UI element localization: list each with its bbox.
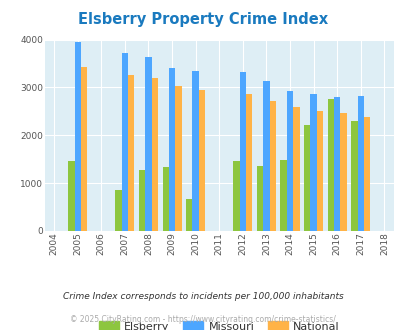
Bar <box>280 160 286 231</box>
Text: Crime Index corresponds to incidents per 100,000 inhabitants: Crime Index corresponds to incidents per… <box>62 292 343 301</box>
Bar <box>262 81 269 231</box>
Bar <box>245 94 252 231</box>
Bar <box>292 107 299 231</box>
Bar <box>233 161 239 231</box>
Bar <box>168 68 175 231</box>
Bar <box>316 111 322 231</box>
Bar <box>303 125 310 231</box>
Bar <box>68 161 75 231</box>
Bar <box>286 91 292 231</box>
Bar <box>81 67 87 231</box>
Bar <box>151 78 158 231</box>
Bar <box>350 121 357 231</box>
Bar <box>115 190 122 231</box>
Bar <box>162 167 168 231</box>
Bar <box>269 101 275 231</box>
Bar <box>198 90 205 231</box>
Bar <box>185 199 192 231</box>
Bar <box>327 99 333 231</box>
Bar <box>256 166 262 231</box>
Bar <box>192 71 198 231</box>
Bar <box>139 170 145 231</box>
Bar <box>339 113 346 231</box>
Bar <box>357 96 363 231</box>
Bar <box>145 57 151 231</box>
Bar <box>333 97 339 231</box>
Bar <box>239 72 245 231</box>
Text: © 2025 CityRating.com - https://www.cityrating.com/crime-statistics/: © 2025 CityRating.com - https://www.city… <box>70 315 335 324</box>
Text: Elsberry Property Crime Index: Elsberry Property Crime Index <box>78 12 327 26</box>
Legend: Elsberry, Missouri, National: Elsberry, Missouri, National <box>94 317 343 330</box>
Bar <box>363 117 369 231</box>
Bar <box>75 42 81 231</box>
Bar <box>310 94 316 231</box>
Bar <box>175 85 181 231</box>
Bar <box>122 53 128 231</box>
Bar <box>128 75 134 231</box>
